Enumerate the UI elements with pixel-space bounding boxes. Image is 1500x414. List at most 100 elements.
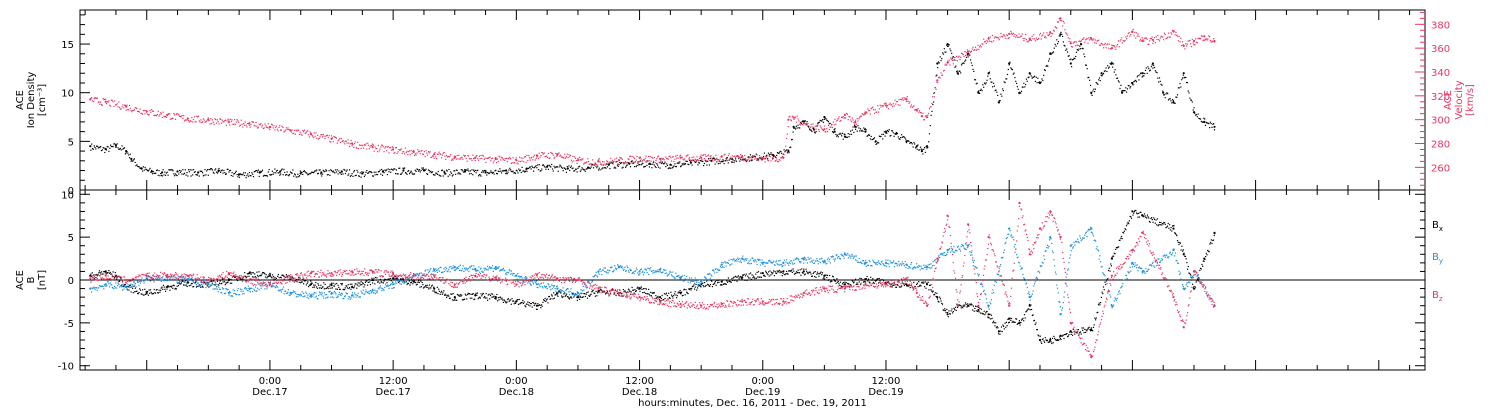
velocity-sample — [632, 162, 633, 163]
velocity-sample — [156, 115, 157, 116]
density-sample — [719, 163, 720, 164]
bx-sample — [492, 294, 493, 295]
bx-sample — [1165, 224, 1166, 225]
density-sample — [685, 163, 686, 164]
velocity-sample — [503, 158, 504, 159]
bx-sample — [739, 278, 740, 279]
bx-sample — [425, 285, 426, 286]
density-sample — [1147, 73, 1148, 74]
velocity-sample — [300, 132, 301, 133]
y-tick-label: 10 — [61, 89, 74, 100]
by-sample — [294, 291, 295, 292]
velocity-sample — [775, 160, 776, 161]
bx-point — [433, 288, 435, 290]
density-sample — [1054, 48, 1055, 49]
density-sample — [181, 174, 182, 175]
velocity-sample — [282, 126, 283, 127]
bx-sample — [464, 299, 465, 300]
by-sample — [325, 298, 326, 299]
velocity-sample — [800, 124, 801, 125]
bx-sample — [1074, 331, 1075, 332]
by-sample — [214, 288, 215, 289]
velocity-sample — [402, 153, 403, 154]
velocity-sample — [1156, 39, 1157, 40]
velocity-point — [146, 110, 148, 112]
bx-sample — [317, 288, 318, 289]
velocity-sample — [1182, 41, 1183, 42]
density-sample — [1200, 119, 1201, 120]
density-sample — [1014, 77, 1015, 78]
density-sample — [870, 138, 871, 139]
bx-sample — [964, 305, 965, 306]
bx-sample — [1000, 331, 1001, 332]
density-sample — [272, 171, 273, 172]
bx-sample — [483, 297, 484, 298]
velocity-sample — [522, 158, 523, 159]
velocity-sample — [908, 101, 909, 102]
density-sample — [302, 174, 303, 175]
bx-sample — [688, 293, 689, 294]
by-sample — [300, 294, 301, 295]
velocity-sample — [1114, 45, 1115, 46]
density-sample — [995, 90, 996, 91]
velocity-sample — [312, 136, 313, 137]
density-point — [967, 53, 969, 55]
bx-sample — [954, 309, 955, 310]
bx-point — [1090, 329, 1092, 331]
bx-sample — [131, 291, 132, 292]
density-sample — [211, 168, 212, 169]
bx-sample — [928, 289, 929, 290]
density-sample — [792, 139, 793, 140]
velocity-sample — [337, 143, 338, 144]
velocity-sample — [986, 43, 987, 44]
bx-sample — [490, 295, 491, 296]
bx-sample — [1054, 338, 1055, 339]
top-panel-frame — [80, 10, 1425, 190]
velocity-sample — [1104, 44, 1105, 45]
density-sample — [102, 149, 103, 150]
density-point — [854, 126, 856, 128]
y-tick-label: -10 — [58, 362, 74, 373]
density-sample — [432, 171, 433, 172]
velocity-sample — [321, 134, 322, 135]
density-point — [895, 133, 897, 135]
velocity-sample — [1206, 38, 1207, 39]
density-sample — [660, 168, 661, 169]
density-sample — [646, 165, 647, 166]
velocity-point — [330, 138, 332, 140]
density-sample — [857, 131, 858, 132]
bx-sample — [994, 325, 995, 326]
density-sample — [157, 169, 158, 170]
velocity-sample — [246, 125, 247, 126]
density-point — [1203, 121, 1205, 123]
bx-sample — [166, 289, 167, 290]
velocity-sample — [182, 118, 183, 119]
velocity-sample — [839, 116, 840, 117]
density-sample — [1137, 76, 1138, 77]
density-point — [423, 169, 425, 171]
velocity-sample — [130, 108, 131, 109]
bx-sample — [144, 289, 145, 290]
bx-sample — [400, 278, 401, 279]
density-sample — [702, 161, 703, 162]
density-sample — [574, 170, 575, 171]
density-sample — [591, 167, 592, 168]
by-sample — [335, 292, 336, 293]
bx-sample — [471, 294, 472, 295]
density-sample — [913, 146, 914, 147]
bx-sample — [712, 286, 713, 287]
density-sample — [212, 169, 213, 170]
velocity-sample — [1040, 33, 1041, 34]
velocity-sample — [535, 160, 536, 161]
velocity-sample — [457, 158, 458, 159]
velocity-sample — [472, 155, 473, 156]
bx-sample — [589, 296, 590, 297]
density-sample — [179, 170, 180, 171]
velocity-sample — [577, 158, 578, 159]
velocity-sample — [893, 103, 894, 104]
density-sample — [1157, 78, 1158, 79]
velocity-sample — [1076, 41, 1077, 42]
density-sample — [279, 175, 280, 176]
velocity-sample — [719, 160, 720, 161]
density-sample — [1098, 79, 1099, 80]
